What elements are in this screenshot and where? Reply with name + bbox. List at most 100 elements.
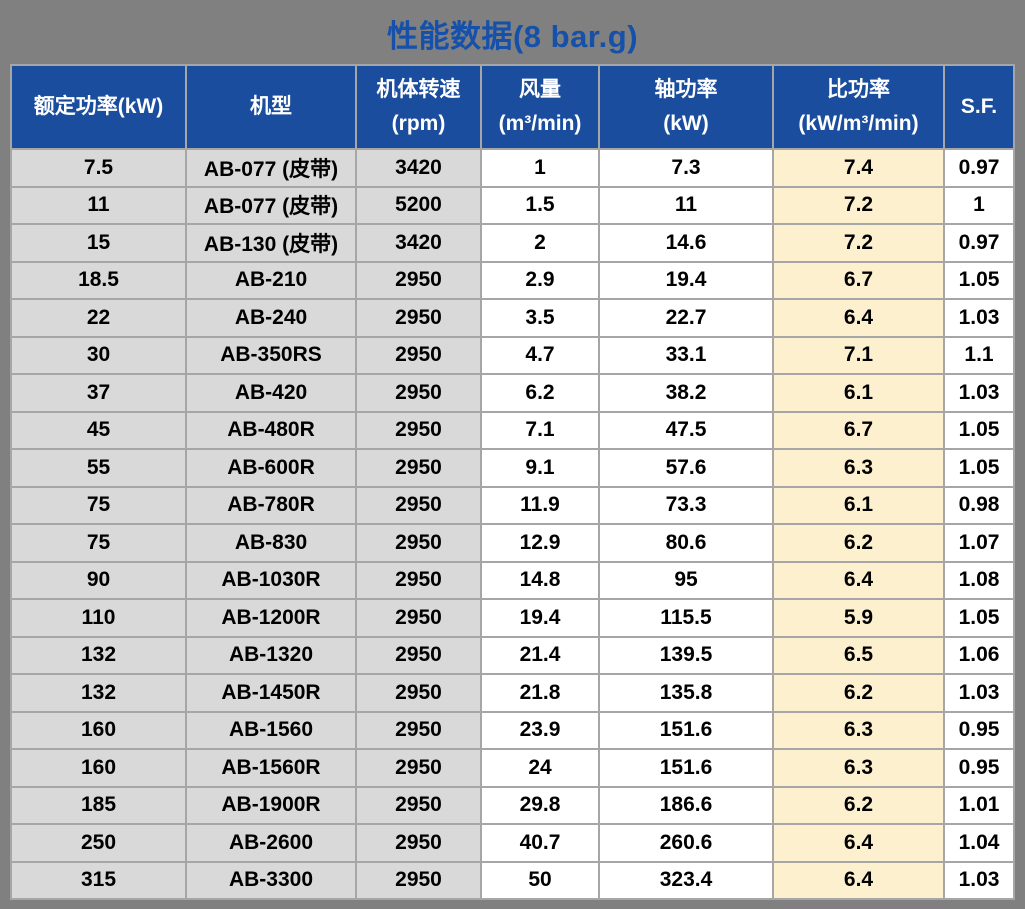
table-cell: AB-600R: [185, 448, 357, 488]
table-row: 132 AB-1450R 2950 21.8 135.8 6.2 1.03: [10, 673, 1015, 713]
table-cell: 73.3: [598, 485, 774, 525]
col-header-airflow: 风量 (m³/min): [480, 64, 600, 150]
header-row: 额定功率(kW) 机型 机体转速 (rpm) 风量 (m³/min) 轴功率 (…: [10, 64, 1015, 150]
col-header-shaft-power: 轴功率 (kW): [598, 64, 774, 150]
table-cell: AB-210: [185, 260, 357, 300]
table-cell: 2950: [355, 673, 482, 713]
table-cell: 6.2: [772, 523, 945, 563]
table-cell: 24: [480, 748, 600, 788]
table-cell: 23.9: [480, 710, 600, 750]
table-cell: 160: [10, 748, 187, 788]
table-cell: 55: [10, 448, 187, 488]
table-cell: 19.4: [480, 598, 600, 638]
table-row: 55 AB-600R 2950 9.1 57.6 6.3 1.05: [10, 448, 1015, 488]
table-cell: 151.6: [598, 710, 774, 750]
table-cell: AB-350RS: [185, 335, 357, 375]
table-cell: 6.4: [772, 823, 945, 863]
table-cell: 22.7: [598, 298, 774, 338]
table-cell: 11.9: [480, 485, 600, 525]
table-cell: 132: [10, 635, 187, 675]
table-cell: AB-1560: [185, 710, 357, 750]
table-cell: 90: [10, 560, 187, 600]
col-header-model: 机型: [185, 64, 357, 150]
table-row: 18.5 AB-210 2950 2.9 19.4 6.7 1.05: [10, 260, 1015, 300]
table-cell: 7.3: [598, 148, 774, 188]
page-title: 性能数据(8 bar.g): [386, 19, 639, 54]
header-label: 风量: [519, 78, 561, 101]
table-cell: 315: [10, 860, 187, 900]
table-cell: 6.3: [772, 748, 945, 788]
table-cell: 45: [10, 410, 187, 450]
performance-table: 额定功率(kW) 机型 机体转速 (rpm) 风量 (m³/min) 轴功率 (…: [10, 64, 1015, 900]
table-cell: 135.8: [598, 673, 774, 713]
header-unit: (kW/m³/min): [798, 112, 919, 135]
table-cell: 7.2: [772, 185, 945, 225]
table-cell: 11: [10, 185, 187, 225]
table-cell: AB-480R: [185, 410, 357, 450]
table-cell: 5.9: [772, 598, 945, 638]
table-cell: 6.3: [772, 710, 945, 750]
table-cell: 3420: [355, 148, 482, 188]
col-header-rated-power: 额定功率(kW): [10, 64, 187, 150]
header-label: S.F.: [960, 95, 998, 118]
table-cell: 250: [10, 823, 187, 863]
header-label: 机型: [250, 95, 292, 118]
table-cell: 57.6: [598, 448, 774, 488]
header-label: 额定功率(kW): [33, 95, 164, 118]
table-cell: 2950: [355, 748, 482, 788]
table-cell: 3420: [355, 223, 482, 263]
table-cell: 1.05: [943, 598, 1015, 638]
table-cell: 38.2: [598, 373, 774, 413]
table-cell: 22: [10, 298, 187, 338]
table-cell: 2950: [355, 598, 482, 638]
table-cell: 19.4: [598, 260, 774, 300]
table-cell: 1.03: [943, 860, 1015, 900]
table-cell: 186.6: [598, 785, 774, 825]
table-cell: 2950: [355, 335, 482, 375]
table-cell: 2950: [355, 710, 482, 750]
table-cell: AB-830: [185, 523, 357, 563]
header-label: 比功率: [827, 78, 890, 101]
table-cell: AB-3300: [185, 860, 357, 900]
col-header-specific-power: 比功率 (kW/m³/min): [772, 64, 945, 150]
table-cell: 21.4: [480, 635, 600, 675]
table-cell: 18.5: [10, 260, 187, 300]
table-cell: 6.7: [772, 260, 945, 300]
table-cell: 3.5: [480, 298, 600, 338]
table-cell: 6.7: [772, 410, 945, 450]
table-cell: 7.5: [10, 148, 187, 188]
table-row: 160 AB-1560 2950 23.9 151.6 6.3 0.95: [10, 710, 1015, 750]
header-unit: (rpm): [391, 112, 446, 135]
table-cell: AB-1200R: [185, 598, 357, 638]
table-cell: 2950: [355, 298, 482, 338]
table-cell: 37: [10, 373, 187, 413]
table-cell: 80.6: [598, 523, 774, 563]
col-header-speed: 机体转速 (rpm): [355, 64, 482, 150]
table-cell: 139.5: [598, 635, 774, 675]
table-cell: AB-1030R: [185, 560, 357, 600]
table-cell: AB-1450R: [185, 673, 357, 713]
table-cell: 1.03: [943, 673, 1015, 713]
table-cell: 6.2: [480, 373, 600, 413]
table-cell: 6.5: [772, 635, 945, 675]
table-cell: 33.1: [598, 335, 774, 375]
table-cell: 2950: [355, 410, 482, 450]
table-cell: 115.5: [598, 598, 774, 638]
table-cell: 7.1: [772, 335, 945, 375]
table-cell: 7.4: [772, 148, 945, 188]
table-cell: AB-077 (皮带): [185, 185, 357, 225]
table-cell: 1.1: [943, 335, 1015, 375]
table-cell: 1.01: [943, 785, 1015, 825]
table-cell: 0.95: [943, 748, 1015, 788]
table-row: 11 AB-077 (皮带) 5200 1.5 11 7.2 1: [10, 185, 1015, 225]
table-cell: 50: [480, 860, 600, 900]
table-cell: 2950: [355, 373, 482, 413]
table-cell: 110: [10, 598, 187, 638]
table-cell: 1.08: [943, 560, 1015, 600]
header-label: 机体转速: [376, 78, 461, 101]
table-cell: 75: [10, 523, 187, 563]
table-cell: 11: [598, 185, 774, 225]
table-cell: AB-420: [185, 373, 357, 413]
table-cell: 95: [598, 560, 774, 600]
table-cell: 132: [10, 673, 187, 713]
